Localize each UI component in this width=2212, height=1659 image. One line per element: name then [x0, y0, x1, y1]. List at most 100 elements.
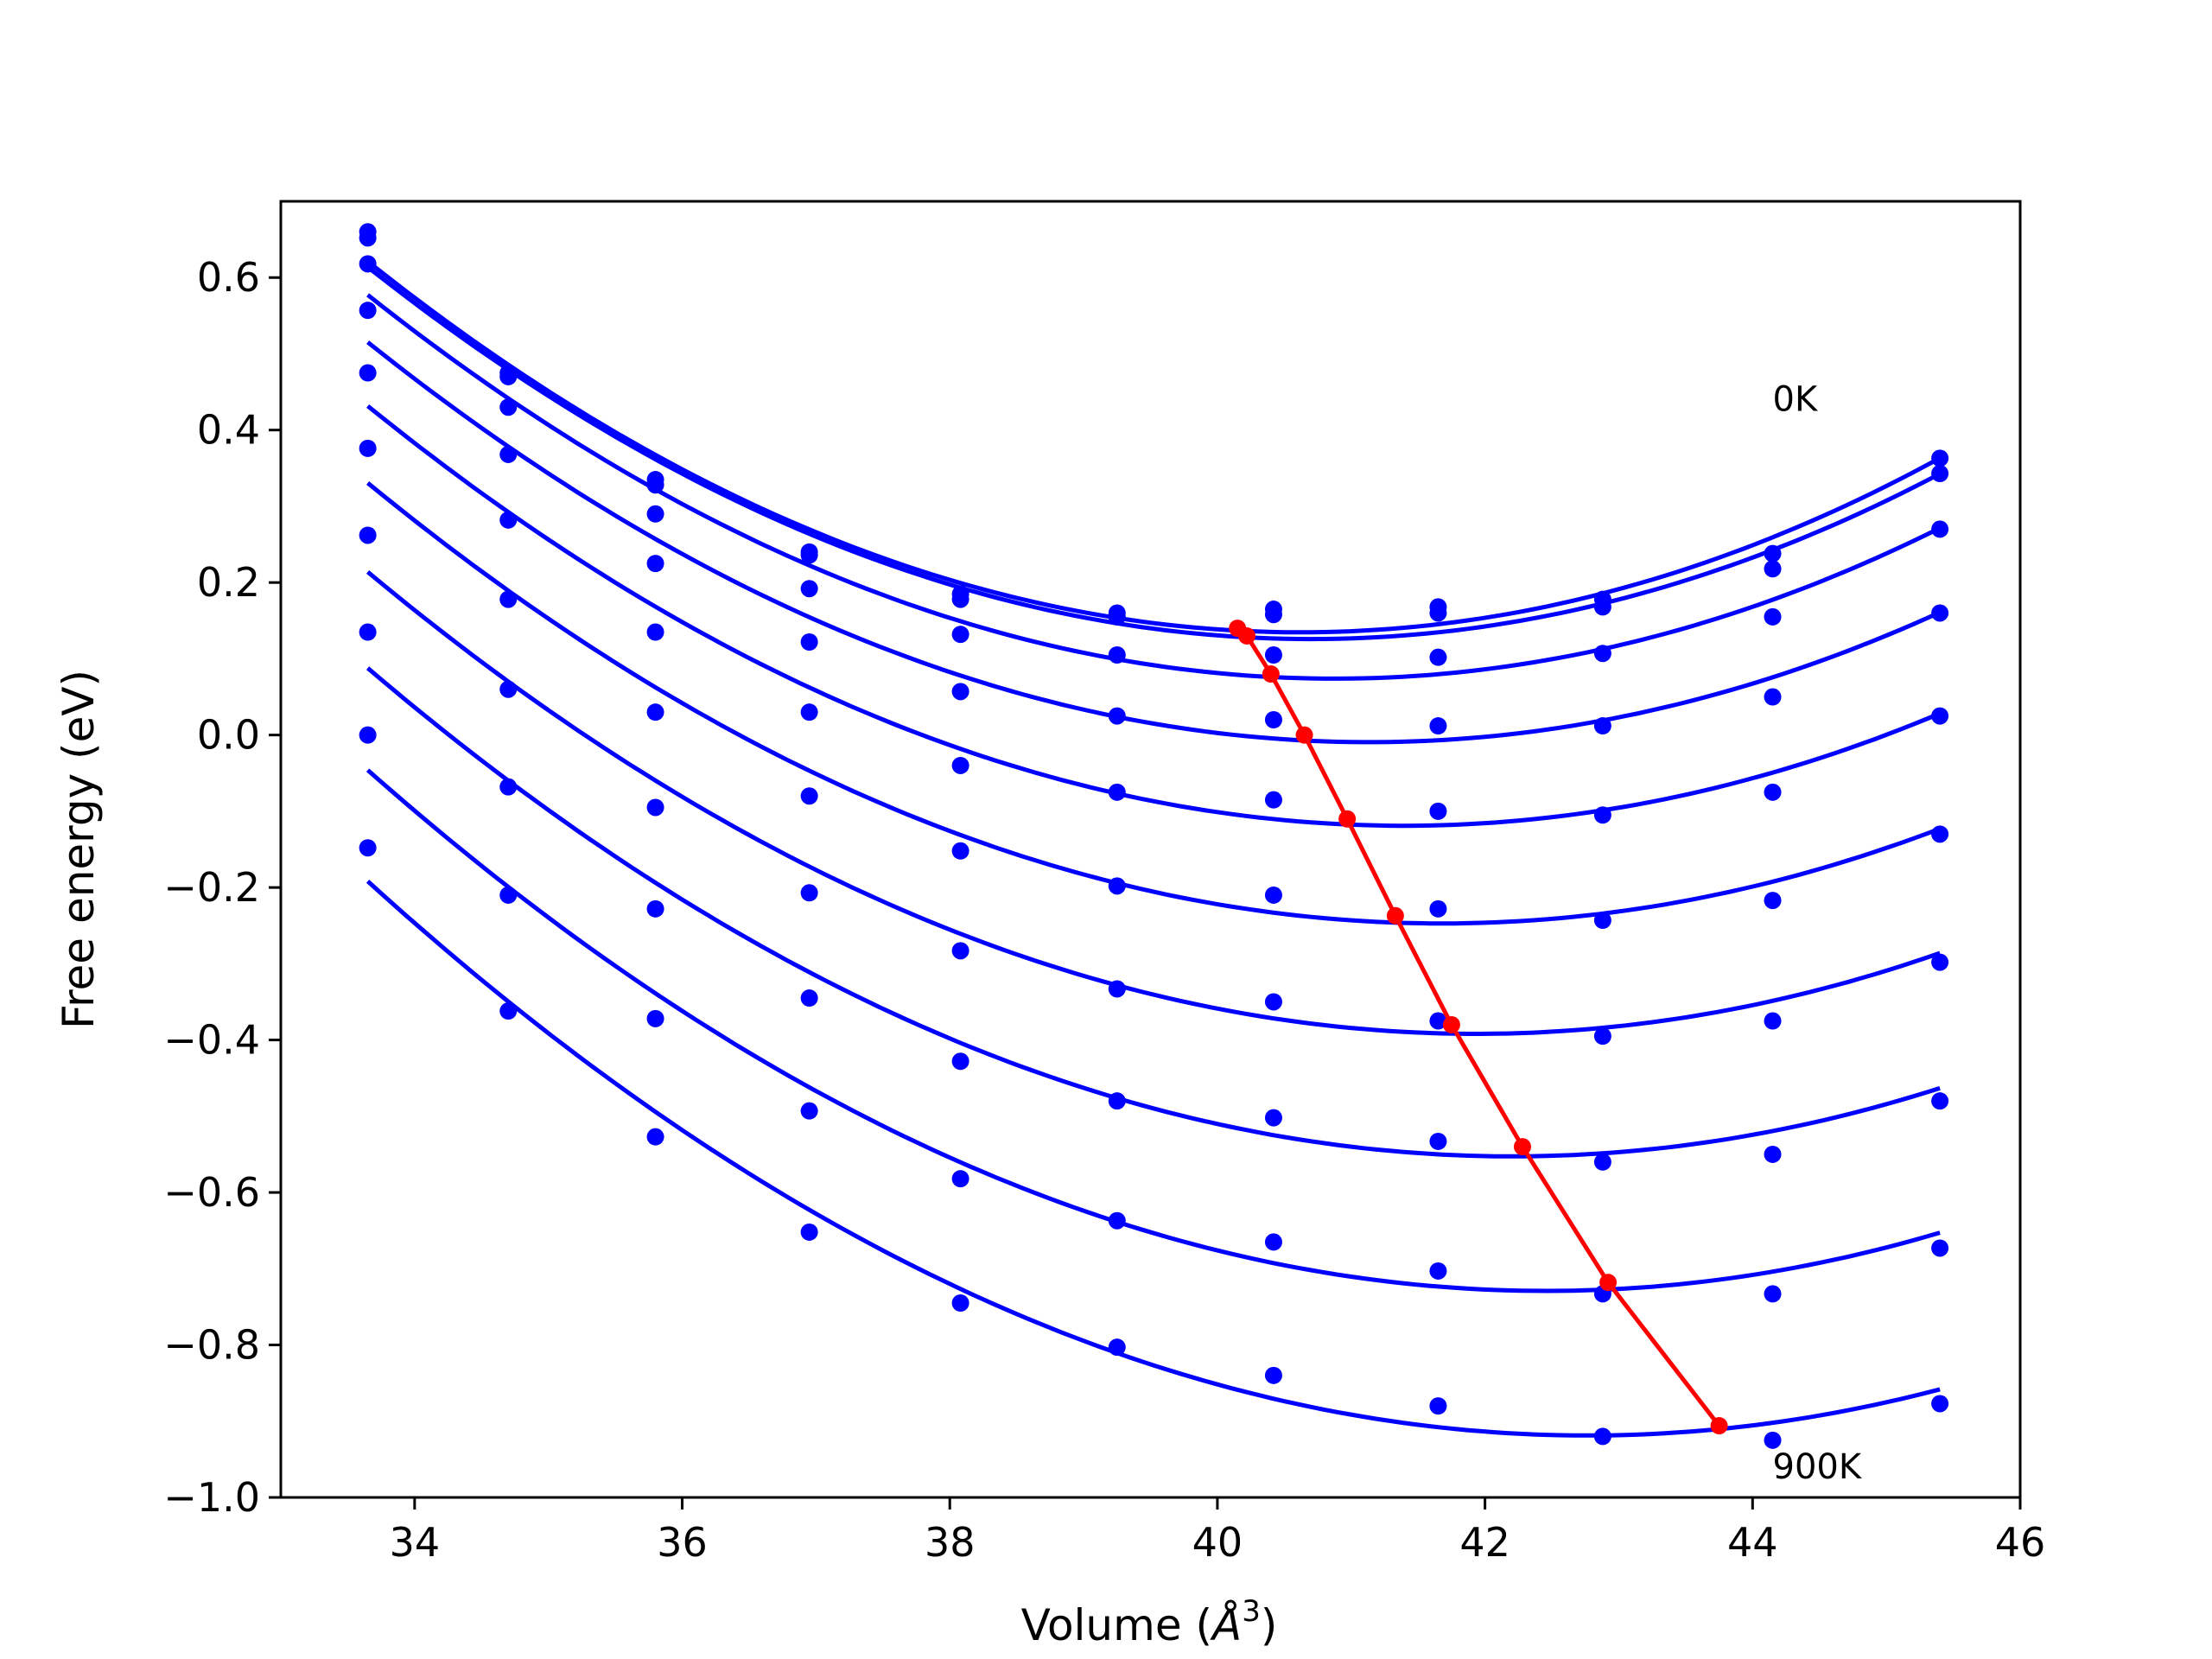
data-point — [1764, 544, 1782, 563]
y-tick-label: 0.2 — [197, 559, 260, 606]
data-point — [1264, 646, 1282, 664]
minimum-point — [1262, 665, 1280, 683]
fit-curve-2 — [366, 265, 1942, 642]
data-point — [800, 1223, 818, 1241]
minimum-point — [1237, 626, 1255, 645]
data-point — [359, 255, 377, 273]
data-point — [1931, 449, 1949, 467]
data-point — [1264, 1366, 1282, 1384]
data-point — [1764, 1285, 1782, 1303]
data-point — [1108, 607, 1126, 626]
data-point — [499, 398, 518, 416]
y-tick-label: 0.6 — [197, 254, 260, 301]
data-point — [1931, 1092, 1949, 1110]
data-point — [1108, 1211, 1126, 1230]
data-point — [1108, 877, 1126, 895]
data-point — [951, 842, 969, 860]
data-point — [1108, 707, 1126, 725]
data-point — [359, 439, 377, 457]
y-tick-label: −0.4 — [163, 1017, 260, 1064]
data-point — [359, 623, 377, 641]
data-point — [1764, 688, 1782, 706]
data-point — [1764, 607, 1782, 626]
data-point — [359, 726, 377, 744]
data-point — [800, 633, 818, 651]
data-point — [800, 787, 818, 805]
data-point — [646, 476, 664, 494]
y-axis-ticks: 0.6 0.4 0.2 0.0 −0.2 −0.4 −0.6 −0.8 −1.0 — [163, 254, 281, 1521]
data-point — [1931, 1239, 1949, 1257]
data-point — [499, 511, 518, 529]
fit-curve-4 — [366, 340, 1942, 745]
data-point — [1593, 717, 1611, 735]
data-point — [359, 526, 377, 544]
data-point — [1264, 606, 1282, 624]
data-point — [951, 942, 969, 960]
y-tick-label: −0.8 — [163, 1322, 260, 1369]
data-point — [1264, 1109, 1282, 1127]
data-point — [1108, 1092, 1126, 1110]
minimum-point — [1295, 726, 1313, 744]
y-tick-label: 0.0 — [197, 712, 260, 759]
data-points — [359, 223, 1949, 1449]
fit-curve-1 — [366, 259, 1942, 635]
minimum-point — [1442, 1015, 1460, 1033]
data-point — [800, 884, 818, 902]
data-point — [646, 1009, 664, 1027]
data-point — [1593, 598, 1611, 616]
data-point — [951, 683, 969, 701]
data-point — [646, 555, 664, 573]
data-point — [1931, 825, 1949, 843]
data-point — [1264, 886, 1282, 904]
x-axis-ticks: 34 36 38 40 42 44 46 — [390, 1497, 2045, 1566]
data-point — [951, 756, 969, 774]
data-point — [1931, 604, 1949, 622]
data-point — [1931, 465, 1949, 482]
fit-curve-8 — [365, 666, 1941, 1159]
fit-curve-6 — [366, 481, 1941, 926]
data-point — [800, 703, 818, 721]
fit-curve-5 — [366, 404, 1942, 829]
data-point — [1264, 791, 1282, 809]
minimum-line — [1236, 626, 1721, 1427]
data-point — [646, 899, 664, 918]
temperature-annotation: 900K — [1773, 1447, 1863, 1487]
annotations: 0K 900K — [1773, 380, 1863, 1487]
data-point — [1429, 1012, 1447, 1030]
y-axis-label: Free energy (eV) — [54, 670, 104, 1029]
data-point — [1764, 560, 1782, 578]
data-point — [951, 1294, 969, 1312]
data-point — [1108, 783, 1126, 801]
data-point — [1764, 1145, 1782, 1163]
data-point — [1429, 648, 1447, 666]
data-point — [800, 546, 818, 564]
data-point — [800, 989, 818, 1007]
data-point — [1108, 1338, 1126, 1357]
data-point — [499, 367, 518, 385]
x-tick-label: 38 — [925, 1519, 976, 1566]
minimum-point — [1386, 906, 1404, 925]
data-point — [1429, 1262, 1447, 1280]
data-point — [646, 1128, 664, 1146]
data-point — [1429, 802, 1447, 820]
x-tick-label: 42 — [1459, 1519, 1510, 1566]
data-point — [951, 626, 969, 644]
data-point — [646, 505, 664, 523]
data-point — [951, 1170, 969, 1188]
fit-curve-7 — [366, 569, 1941, 1036]
data-point — [499, 1002, 518, 1020]
data-point — [1764, 1431, 1782, 1449]
data-point — [1429, 1132, 1447, 1150]
data-point — [1429, 717, 1447, 735]
data-point — [359, 229, 377, 247]
data-point — [646, 703, 664, 721]
temperature-annotation: 0K — [1773, 380, 1819, 420]
data-point — [1429, 604, 1447, 622]
data-point — [1931, 953, 1949, 971]
x-axis-label: Volume (Å3) — [1021, 1594, 1278, 1650]
data-point — [951, 1052, 969, 1071]
fitted-curves — [365, 259, 1942, 1438]
data-point — [1764, 1012, 1782, 1030]
data-point — [1593, 1427, 1611, 1446]
